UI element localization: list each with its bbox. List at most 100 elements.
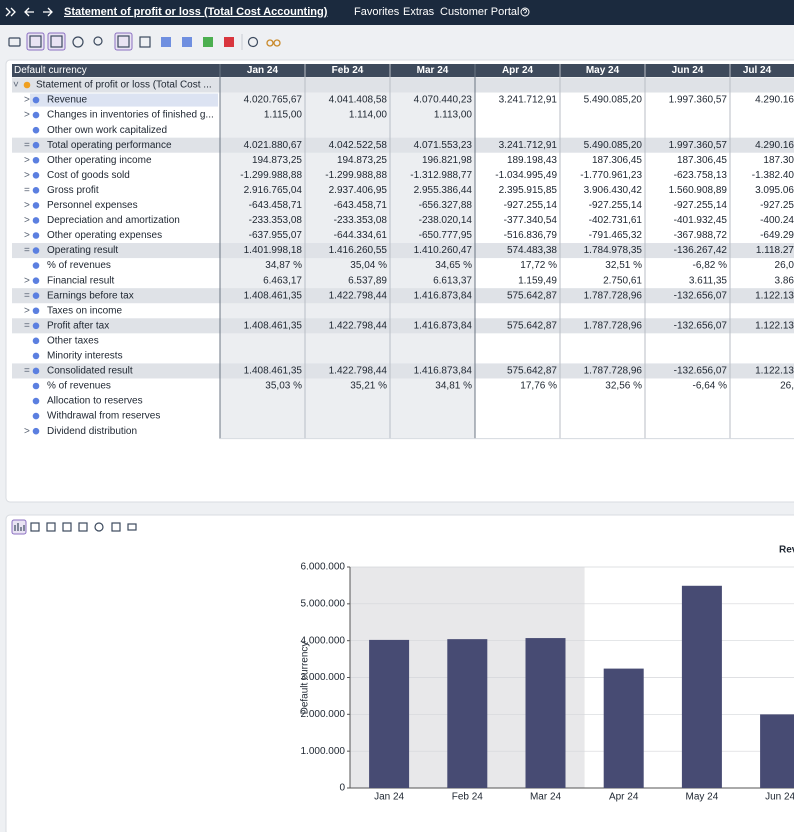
row-label: Taxes on income <box>47 305 122 316</box>
cell-value: -401.932,45 <box>674 215 728 226</box>
menu-item[interactable]: Favorites <box>354 6 400 18</box>
row-expander: = <box>24 185 30 196</box>
cell-value: 4.290.16 <box>755 140 794 151</box>
row-dot <box>33 172 40 179</box>
cell-value: 1.997.360,57 <box>669 95 728 106</box>
cell-value: 1.422.798,44 <box>329 320 388 331</box>
row-expander[interactable]: > <box>24 200 30 211</box>
row-expander[interactable]: > <box>24 110 30 121</box>
cell-value: 1.560.908,89 <box>669 185 728 196</box>
cell-value: 4.041.408,58 <box>329 95 388 106</box>
row-expander[interactable]: > <box>24 275 30 286</box>
cell-value: 574.483,38 <box>507 245 557 256</box>
toolbar <box>9 33 280 50</box>
cell-value: 6.613,37 <box>433 275 472 286</box>
row-label: Financial result <box>47 275 114 286</box>
cell-value: -1.299.988,88 <box>325 170 387 181</box>
cell-value: 1.115,00 <box>264 110 303 121</box>
row-label: Other own work capitalized <box>47 125 167 136</box>
excel-icon[interactable] <box>203 37 213 47</box>
pdf-icon[interactable] <box>224 37 234 47</box>
cell-value: 26,0 <box>775 260 794 271</box>
row-label: Operating result <box>47 245 118 256</box>
x-tick-label: Jun 24 <box>765 792 794 803</box>
cell-value: -238.020,14 <box>419 215 473 226</box>
cell-value: 2.750,61 <box>603 275 642 286</box>
cell-value: -6,82 % <box>693 260 728 271</box>
menu-item[interactable]: Customer Portal <box>440 6 519 18</box>
y-tick-label: 0 <box>339 783 345 794</box>
print-icon[interactable] <box>9 38 20 46</box>
settings-icon[interactable] <box>249 38 258 47</box>
x-tick-label: Feb 24 <box>452 792 484 803</box>
cell-value: 187.306,45 <box>592 155 642 166</box>
table-icon[interactable] <box>182 37 192 47</box>
cell-value: 6.537,89 <box>348 275 387 286</box>
bar <box>369 640 409 788</box>
row-dot <box>33 112 40 119</box>
cell-value: -367.988,72 <box>674 230 728 241</box>
row-expander[interactable]: ˅ <box>13 80 19 91</box>
row-label: % of revenues <box>47 381 111 392</box>
cell-value: 4.071.553,23 <box>414 140 473 151</box>
row-dot <box>33 323 40 330</box>
column-header: Jan 24 <box>247 65 279 76</box>
cell-value: -643.458,71 <box>334 200 388 211</box>
cell-value: 1.787.728,96 <box>584 290 643 301</box>
cell-value: 1.122.13 <box>755 366 794 377</box>
cell-value: 26, <box>780 381 794 392</box>
y-axis-label: Default currency <box>300 642 311 715</box>
search-icon[interactable] <box>94 37 102 45</box>
help-tool-icon[interactable] <box>73 37 83 47</box>
bar <box>604 669 644 788</box>
cell-value: 34,81 % <box>435 381 472 392</box>
row-dot <box>33 428 40 435</box>
cell-value: 1.787.728,96 <box>584 320 643 331</box>
cell-value: 1.784.978,35 <box>584 245 643 256</box>
cell-value: -136.267,42 <box>674 245 728 256</box>
menu-item[interactable]: Extras <box>403 6 435 18</box>
row-label: Changes in inventories of finished g... <box>47 110 214 121</box>
cell-value: 3.86 <box>775 275 794 286</box>
x-tick-label: Mar 24 <box>530 792 562 803</box>
cell-value: -656.327,88 <box>419 200 473 211</box>
row-expander[interactable]: > <box>24 215 30 226</box>
row-label: Depreciation and amortization <box>47 215 180 226</box>
row-dot <box>33 338 40 345</box>
cell-value: -1.312.988,77 <box>410 170 472 181</box>
cell-value: 1.408.461,35 <box>244 320 303 331</box>
row-dot <box>33 247 40 254</box>
cell-value: 2.395.915,85 <box>499 185 558 196</box>
cell-value: 1.408.461,35 <box>244 290 303 301</box>
cell-value: 1.416.873,84 <box>414 366 473 377</box>
cell-value: 194.873,25 <box>337 155 387 166</box>
row-expander[interactable]: > <box>24 426 30 437</box>
row-label: Consolidated result <box>47 366 133 377</box>
row-expander[interactable]: > <box>24 305 30 316</box>
cell-value: 32,56 % <box>605 381 642 392</box>
cell-value: -927.25 <box>760 200 794 211</box>
binoculars-icon[interactable] <box>267 40 273 46</box>
cell-value: 1.159,49 <box>518 275 557 286</box>
cell-value: -927.255,14 <box>674 200 728 211</box>
table-icon[interactable] <box>161 37 171 47</box>
page-title[interactable]: Statement of profit or loss (Total Cost … <box>64 6 328 18</box>
x-tick-label: Jan 24 <box>374 792 404 803</box>
cell-value: -1.382.40 <box>752 170 794 181</box>
cell-value: 35,03 % <box>265 381 302 392</box>
table-icon[interactable] <box>140 37 150 47</box>
cell-value: 3.611,35 <box>689 275 728 286</box>
row-expander[interactable]: > <box>24 95 30 106</box>
row-label: Total operating performance <box>47 140 172 151</box>
row-expander[interactable]: > <box>24 155 30 166</box>
cell-value: 1.408.461,35 <box>244 366 303 377</box>
row-expander[interactable]: > <box>24 170 30 181</box>
row-dot <box>33 157 40 164</box>
cell-value: 1.422.798,44 <box>329 366 388 377</box>
row-label: Minority interests <box>47 351 123 362</box>
row-dot <box>33 383 40 390</box>
row-expander[interactable]: > <box>24 230 30 241</box>
cell-value: 1.416.873,84 <box>414 320 473 331</box>
row-dot <box>33 398 40 405</box>
cell-value: -791.465,32 <box>589 230 643 241</box>
